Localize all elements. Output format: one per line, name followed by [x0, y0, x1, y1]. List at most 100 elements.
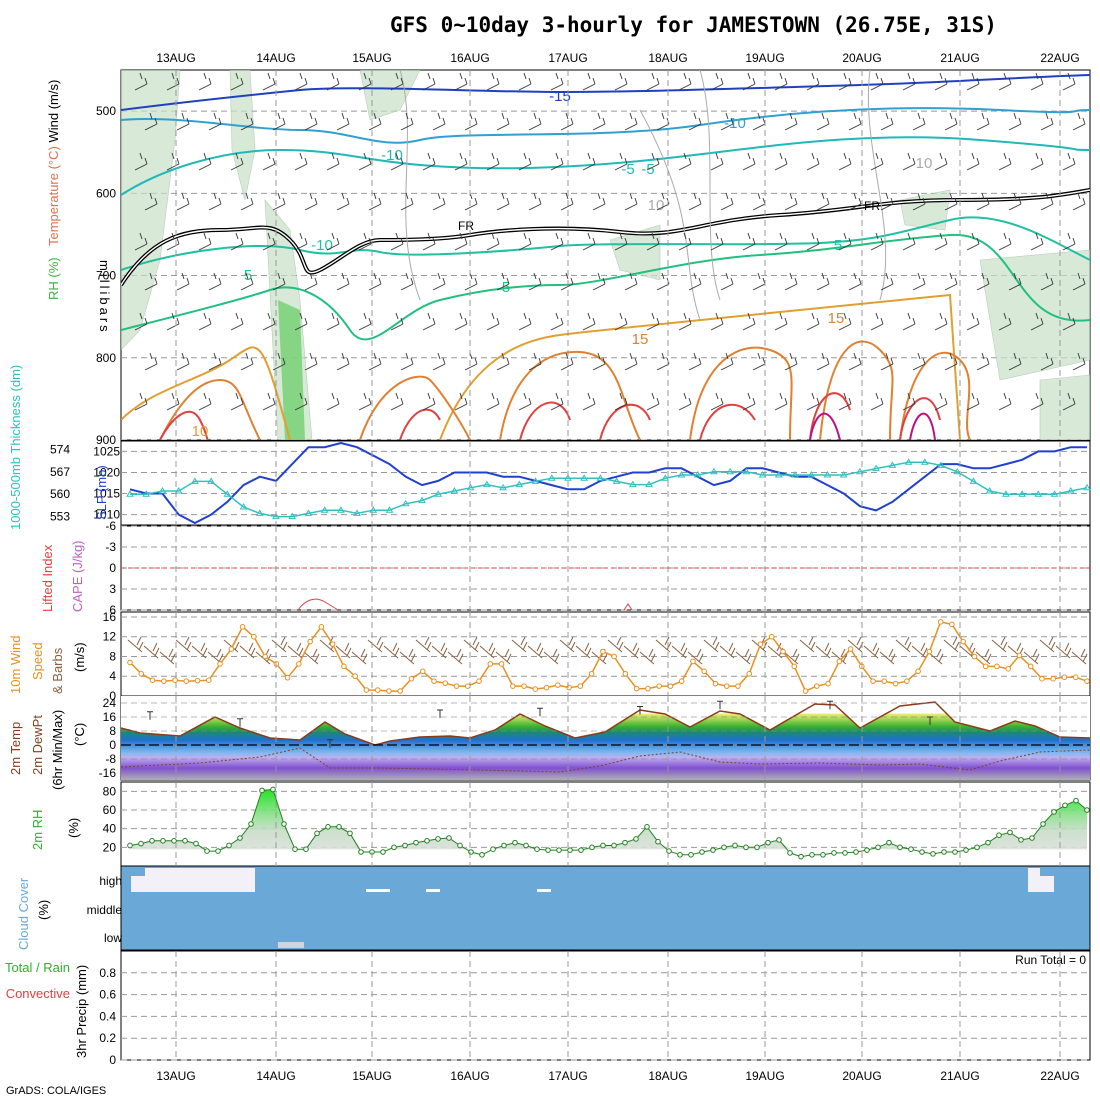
rh-point	[446, 835, 452, 841]
wind-speed-point	[892, 680, 899, 687]
wind-barb	[1062, 392, 1076, 411]
wind-barb	[208, 352, 222, 371]
rh-point	[237, 835, 243, 841]
wind-barb	[592, 272, 606, 291]
wind-barb	[838, 152, 852, 171]
surface-wind-barb	[479, 642, 496, 659]
wind-barb	[432, 192, 446, 211]
rh-point	[556, 847, 562, 853]
wind-speed-point	[1084, 678, 1090, 684]
wind-barb	[432, 112, 446, 131]
wind-barb	[1008, 112, 1022, 131]
wind-speed-point	[768, 633, 775, 640]
surface-wind-barb	[783, 648, 800, 665]
wind-speed-point	[442, 680, 449, 686]
wind-speed-point	[757, 641, 764, 647]
wind-barb	[240, 352, 254, 371]
wind-barb	[1040, 272, 1054, 291]
wind-barb	[294, 152, 308, 171]
rh-point	[589, 844, 595, 851]
surface-wind-barb	[303, 648, 320, 665]
wind-speed-point	[1005, 666, 1011, 672]
wind-barb	[966, 392, 980, 411]
rh-point	[985, 839, 991, 846]
thickness-tick-label: 560	[50, 487, 70, 501]
wind-barb	[326, 152, 340, 171]
wind-barb	[976, 192, 990, 211]
pressure-tick-label: 700	[96, 269, 116, 283]
freezing-label: FR	[864, 199, 880, 213]
wind-barb	[838, 232, 852, 251]
rh-point	[358, 849, 364, 855]
wind-speed-point	[1027, 663, 1034, 670]
high-cloud-clear	[426, 889, 440, 892]
thickness-marker	[872, 464, 881, 472]
wind-barb	[816, 272, 830, 291]
rh-point	[930, 851, 936, 857]
surface-wind-barb	[719, 642, 736, 659]
rh-point	[897, 844, 903, 851]
slp-tick-label: 1015	[93, 487, 120, 501]
wind-barb	[806, 232, 820, 251]
wind-barb	[560, 352, 574, 371]
rh-point	[402, 842, 408, 849]
wind-barb	[528, 352, 542, 371]
isotherm-label: 10	[916, 155, 933, 172]
thickness-marker	[1050, 490, 1059, 497]
surface-wind-barb	[671, 642, 688, 659]
wind-barb	[336, 192, 350, 211]
isotherm-label: 10	[648, 197, 665, 214]
wind-speed-point	[735, 683, 741, 689]
wind-speed-point	[847, 646, 854, 652]
wind-barb	[902, 312, 916, 331]
wind-barb	[486, 312, 500, 331]
wind-barb	[486, 232, 500, 251]
wind-speed-point	[555, 682, 561, 688]
rh-point	[534, 846, 540, 853]
cloud-level-label: low	[104, 931, 122, 945]
rh-point	[435, 836, 441, 842]
wind-barb	[838, 392, 852, 411]
wind-speed-point	[172, 677, 178, 683]
wind-barb	[710, 72, 724, 91]
wind-barb	[838, 72, 852, 91]
wind-speed-point	[791, 663, 798, 670]
wind-speed-point	[622, 670, 629, 677]
wind-barb	[1062, 152, 1076, 171]
wind-barb	[976, 272, 990, 291]
wind-barb	[496, 352, 510, 371]
wind-barb	[720, 192, 734, 211]
thickness-marker	[401, 499, 410, 507]
max-temp-marker	[637, 706, 643, 715]
wind-barb	[624, 272, 638, 291]
wind-barb	[198, 152, 212, 171]
date-label-top: 21AUG	[940, 51, 979, 65]
wind-barb	[848, 352, 862, 371]
wind-barb	[134, 152, 148, 171]
max-temp-marker	[717, 700, 723, 710]
wind-barb	[358, 312, 372, 331]
wind-barb	[870, 232, 884, 251]
low-cloud-clear	[278, 942, 304, 948]
wind-speed-point	[487, 661, 494, 667]
isotherm-line	[809, 412, 936, 440]
wind-speed-point	[881, 678, 888, 684]
wind-speed-point	[329, 641, 336, 647]
wind-speed-point	[937, 619, 944, 625]
rh-point	[127, 842, 133, 849]
wind-barb	[966, 152, 980, 171]
wind-barb	[880, 112, 894, 131]
cloud-panel: high middle low Cloud Cover (%)	[16, 865, 1091, 951]
wind-barb	[646, 392, 660, 411]
surface-wind-barb	[271, 636, 288, 653]
bottom-date-labels: 13AUG 14AUG 15AUG 16AUG 17AUG 18AUG 19AUG 20AUG…	[156, 1069, 1079, 1083]
wind-barb	[742, 72, 756, 91]
wind-label-line2: Speed	[30, 642, 45, 680]
wind-speed-point	[419, 668, 426, 675]
rh-point	[424, 838, 430, 844]
wind-barb	[400, 272, 414, 291]
thickness-marker	[677, 471, 686, 478]
temp-label-line1: 2m Temp	[8, 722, 23, 775]
chart-title: GFS 0~10day 3-hourly for JAMESTOWN (26.7…	[390, 13, 997, 37]
